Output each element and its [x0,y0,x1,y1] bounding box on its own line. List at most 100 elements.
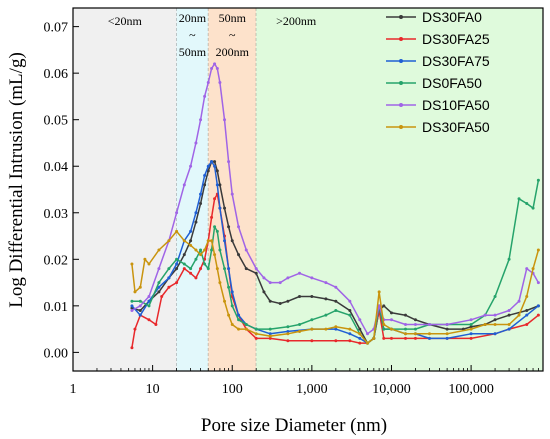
region-labels: <20nm 20nm ~50nm 50nm ~200nm >200nm [108,11,317,59]
data-point [203,262,207,266]
data-point [427,322,431,326]
data-point [154,322,158,326]
data-point [254,271,258,275]
data-point [298,271,302,275]
data-point [531,206,535,210]
data-point [130,299,134,303]
data-point [227,313,231,317]
data-point [210,215,214,219]
y-tick-label: 0.01 [44,300,69,315]
data-point [507,322,511,326]
data-point [227,267,231,271]
legend-entry: DS10FA50 [386,97,490,113]
data-point [525,201,529,205]
data-point [230,322,234,326]
data-point [517,313,521,317]
data-point [175,229,179,233]
data-point [358,332,362,336]
data-point [213,225,217,229]
data-point [147,295,151,299]
data-point [413,322,417,326]
data-point [507,257,511,261]
data-point [254,336,258,340]
y-tick-label: 0.05 [44,114,69,129]
data-point [230,290,234,294]
data-point [215,267,219,271]
data-point [298,322,302,326]
legend-marker [399,103,403,107]
data-point [536,281,540,285]
data-point [206,80,210,84]
data-point [348,313,352,317]
data-point [199,201,203,205]
size-regions [73,8,543,371]
data-point [210,67,214,70]
data-point [130,309,134,312]
data-point [143,257,147,261]
data-point [182,183,186,187]
data-point [160,295,164,299]
data-point [268,334,272,338]
data-point [227,285,231,289]
series [130,62,540,336]
region-label: >200nm [276,14,317,28]
data-point [268,336,272,340]
data-point [227,225,231,229]
data-point [138,299,142,303]
data-point [218,206,222,210]
data-point [536,304,540,308]
data-point [324,327,328,331]
data-point [237,313,241,317]
data-point [210,248,214,252]
data-point [130,346,134,350]
data-point [199,118,203,122]
data-point [175,262,179,266]
data-point [517,299,521,303]
data-point [157,281,161,285]
data-point [244,267,248,271]
data-point [189,267,193,271]
data-point [286,276,290,280]
data-point [389,311,393,315]
data-point [334,327,338,331]
data-point [189,243,193,247]
legend-entry: DS30FA0 [386,9,482,25]
data-point [286,325,290,329]
data-point [244,248,248,252]
data-point [254,332,258,336]
data-point [206,239,210,243]
data-point [507,309,511,312]
data-point [348,332,352,336]
series-line [131,160,539,344]
legend-marker [399,37,403,41]
x-tick-label: 100,000 [448,382,494,397]
x-axis-title: Pore size Diameter (nm) [201,415,387,436]
data-point [189,239,193,243]
data-point [215,67,219,70]
data-point [138,304,142,308]
data-point [203,183,207,187]
data-point [403,327,407,331]
data-point [493,318,497,322]
data-point [445,322,449,326]
y-tick-label: 0.04 [44,160,69,175]
data-point [310,327,314,331]
data-point [358,327,362,331]
data-point [445,336,449,340]
data-point [167,276,171,280]
data-point [348,299,352,303]
legend-marker [399,59,403,63]
data-point [469,322,473,326]
data-point [254,267,258,271]
data-point [210,160,214,164]
data-point [348,309,352,312]
data-point [268,281,272,285]
data-point [268,327,272,331]
data-point [403,313,407,317]
data-point [382,322,386,326]
legend-entry: DS0FA50 [386,75,482,91]
legend-label: DS30FA50 [422,119,490,135]
data-point [298,295,302,299]
data-point [182,239,186,243]
data-point [517,197,521,201]
